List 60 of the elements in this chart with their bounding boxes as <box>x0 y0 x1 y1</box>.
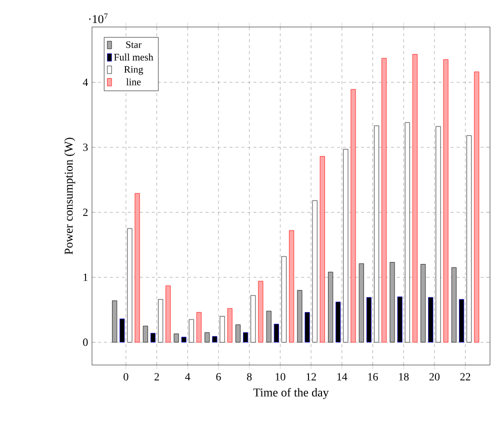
bar <box>212 336 218 342</box>
bar <box>188 319 194 342</box>
bar <box>474 72 480 342</box>
bar <box>258 280 264 342</box>
x-tick-label: 20 <box>429 373 440 380</box>
bar <box>374 126 380 342</box>
legend-label: Ring <box>124 66 144 75</box>
bar <box>443 59 448 342</box>
bar <box>127 228 132 342</box>
bar <box>150 332 156 342</box>
y-tick-label: 4 <box>82 78 88 86</box>
bar <box>166 286 171 342</box>
bar <box>120 318 125 342</box>
bar <box>459 299 464 342</box>
bar <box>428 297 434 342</box>
x-axis-title: Time of the day <box>253 388 329 399</box>
bar <box>134 193 140 342</box>
bar <box>274 324 279 342</box>
bar <box>366 297 372 342</box>
legend-label: Full mesh <box>114 54 154 61</box>
x-tick-label: 6 <box>216 373 221 380</box>
legend-label: Star <box>126 41 142 48</box>
x-tick-label: 22 <box>460 373 470 380</box>
x-tick-label: 0 <box>124 373 128 380</box>
bar <box>312 200 318 342</box>
bar <box>220 316 225 342</box>
x-tick-label: 16 <box>368 373 378 380</box>
y-tick-label: 1 <box>84 274 88 281</box>
x-tick-label: 18 <box>399 373 409 380</box>
bar <box>397 296 402 342</box>
x-tick-label: 2 <box>154 373 159 380</box>
bar <box>243 332 248 342</box>
y-tick-label: 3 <box>83 144 88 151</box>
y-axis-title: Power consumption (W) <box>64 138 76 254</box>
x-tick-label: 4 <box>185 373 190 380</box>
x-tick-label: 14 <box>337 373 348 380</box>
bar <box>250 295 256 342</box>
bar <box>412 54 418 342</box>
bar <box>382 58 387 342</box>
bar <box>436 126 441 342</box>
bar <box>181 336 186 342</box>
bar <box>289 230 294 342</box>
bar <box>466 135 472 342</box>
x-tick-label: 8 <box>247 373 252 380</box>
bar <box>336 302 341 342</box>
bar <box>227 308 232 342</box>
legend-label: line <box>126 78 141 86</box>
bar <box>343 149 348 342</box>
bar <box>281 256 286 342</box>
y-tick-label: 2 <box>83 208 88 216</box>
x-tick-label: 12 <box>306 373 316 380</box>
bar <box>304 312 310 342</box>
bar <box>158 299 164 342</box>
bar <box>350 89 356 342</box>
y-tick-label: 0 <box>83 338 88 346</box>
bar <box>196 312 202 342</box>
bar <box>404 122 410 342</box>
x-tick-label: 10 <box>276 373 286 380</box>
bar <box>320 156 325 342</box>
text: ·10$^{7}$ <box>89 13 108 24</box>
